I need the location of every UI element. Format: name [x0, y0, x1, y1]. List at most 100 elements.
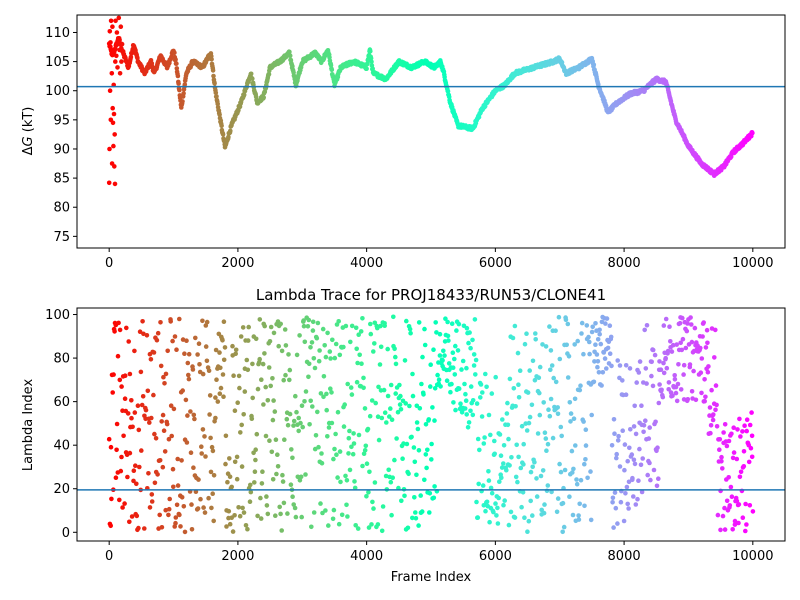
delta-g-point	[110, 105, 115, 111]
lambda-point	[532, 377, 538, 383]
lambda-point	[441, 348, 446, 354]
lambda-point	[363, 443, 369, 449]
lambda-point	[502, 498, 508, 503]
lambda-point	[666, 387, 671, 392]
lambda-point	[642, 327, 647, 333]
lambda-point	[470, 398, 476, 403]
lambda-point	[392, 346, 397, 352]
lambda-point	[282, 437, 287, 443]
delta-g-point	[110, 120, 116, 126]
lambda-point	[713, 407, 718, 413]
lambda-point	[645, 472, 650, 478]
lambda-point	[154, 337, 160, 343]
lambda-point	[721, 430, 726, 435]
lambda-point	[677, 320, 683, 326]
lambda-point	[211, 473, 217, 478]
delta-g-point	[180, 99, 185, 104]
lambda-point	[454, 328, 459, 333]
lambda-point	[141, 331, 146, 337]
lambda-point	[638, 462, 644, 468]
lambda-point	[223, 461, 228, 467]
lambda-point	[561, 524, 567, 530]
lambda-point	[730, 527, 735, 532]
lambda-point	[161, 374, 166, 380]
lambda-point	[420, 354, 425, 360]
lambda-point	[291, 418, 297, 424]
lambda-point	[129, 415, 134, 421]
lambda-point	[468, 345, 473, 351]
delta-g-point	[112, 181, 118, 187]
delta-g-point	[445, 88, 451, 94]
lambda-point	[597, 327, 602, 333]
lambda-point	[161, 428, 167, 434]
lambda-point	[186, 376, 192, 382]
lambda-point	[591, 379, 597, 385]
lambda-point	[471, 363, 477, 368]
delta-g-point	[173, 57, 178, 62]
lambda-point	[348, 339, 353, 345]
lambda-point	[711, 412, 716, 417]
lambda-point	[309, 524, 314, 530]
lambda-point	[381, 387, 387, 393]
lambda-point	[276, 343, 282, 349]
lambda-point	[129, 514, 135, 519]
lambda-point	[577, 387, 583, 393]
lambda-point	[195, 352, 200, 357]
lambda-point	[335, 409, 341, 415]
lambda-point	[563, 317, 569, 323]
lambda-point	[543, 436, 549, 441]
lambda-point	[479, 414, 485, 419]
lambda-point	[698, 345, 703, 351]
lambda-point	[448, 389, 453, 395]
lambda-point	[415, 426, 421, 432]
lambda-point	[731, 450, 737, 455]
delta-g-point	[213, 90, 219, 95]
lambda-point	[428, 384, 433, 389]
lambda-point	[497, 479, 502, 485]
lambda-point	[544, 448, 549, 454]
lambda-point	[555, 405, 560, 410]
delta-g-point	[211, 73, 216, 79]
lambda-point	[117, 377, 123, 383]
lambda-point	[305, 324, 311, 329]
lambda-point	[175, 483, 181, 488]
lambda-point	[599, 319, 605, 325]
lambda-point	[478, 395, 483, 400]
lambda-point	[334, 452, 339, 458]
lambda-point	[236, 373, 242, 379]
lambda-point	[583, 427, 589, 433]
lambda-point	[432, 418, 437, 423]
lambda-point	[688, 315, 693, 320]
delta-g-point	[365, 61, 370, 67]
lambda-point	[602, 356, 608, 361]
lambda-point	[230, 343, 235, 349]
lambda-point	[629, 452, 635, 457]
lambda-point	[542, 430, 548, 436]
lambda-point	[308, 398, 314, 404]
lambda-point	[376, 384, 381, 390]
lambda-point	[402, 358, 408, 363]
lambda-point	[292, 505, 298, 511]
lambda-y-ticks: 0 20 40 60 80 100	[45, 308, 77, 541]
delta-g-point	[107, 29, 113, 34]
lambda-point	[446, 338, 451, 343]
lambda-point	[598, 341, 604, 347]
lambda-point	[622, 442, 628, 447]
lambda-point	[113, 475, 119, 481]
lambda-point	[641, 423, 647, 428]
lambda-point	[681, 362, 687, 368]
lambda-point	[106, 436, 112, 442]
lambda-point	[262, 323, 268, 329]
lambda-point	[241, 510, 247, 515]
lambda-point	[486, 478, 492, 483]
lambda-point	[136, 427, 142, 433]
lambda-point	[204, 319, 210, 325]
lambda-point	[633, 502, 639, 507]
lambda-point	[437, 353, 443, 358]
lambda-point	[450, 350, 456, 356]
lambda-point	[338, 479, 343, 485]
lambda-point	[646, 436, 652, 441]
lambda-point	[386, 467, 392, 473]
lambda-point	[313, 433, 319, 438]
lambda-point	[732, 522, 738, 527]
